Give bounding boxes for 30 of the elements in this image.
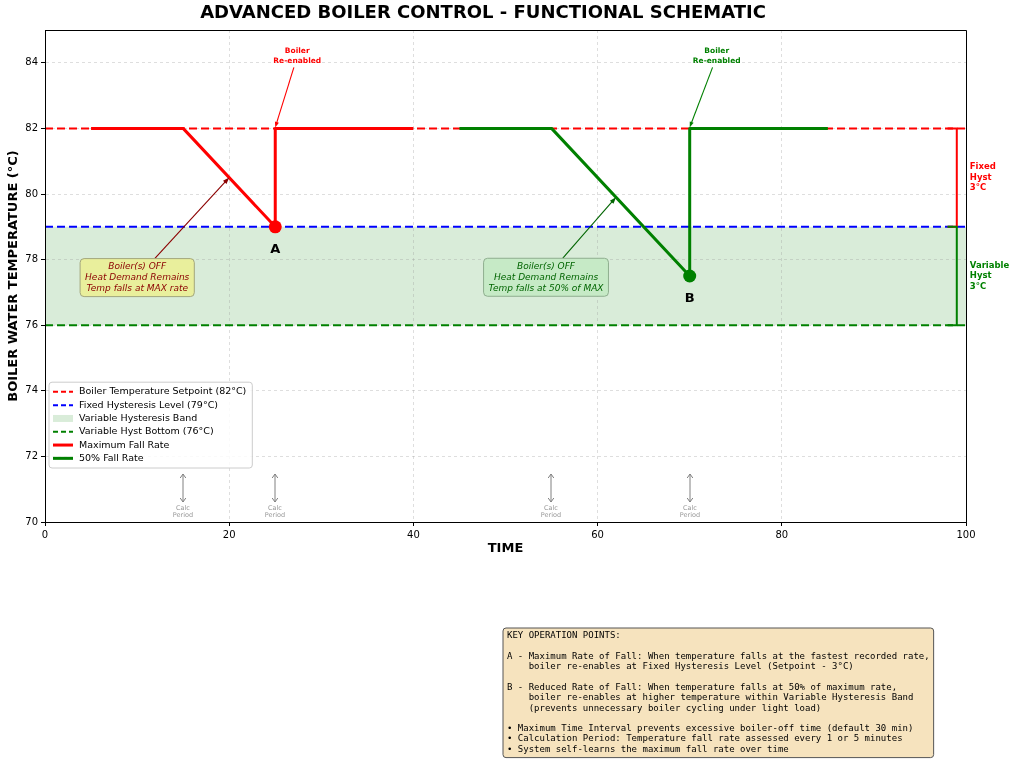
- legend-label: Variable Hyst Bottom (76°C): [79, 425, 214, 437]
- y-tick-label: 82: [25, 121, 38, 133]
- legend-label: Variable Hysteresis Band: [79, 411, 198, 423]
- legend-label: 50% Fall Rate: [79, 451, 144, 463]
- y-tick-label: 76: [25, 318, 38, 330]
- annotation: B: [684, 290, 695, 306]
- text: KEY OPERATION POINTS: A - Maximum Rate of Fall: When temperature falls at the fastest recorded rate, boiler re-enables at Fixed Hysteresis Level (Setpoint - 3°C) B - Reduced Rate of Fall: When temperature falls at 50% of maximum rate, boiler re-enables at higher temperature within Variable Hysteresis Band (prevents unnecessary boiler cycling under light load) • Maximum Time Interval prevents excessive boiler-off time (default 30 min) • Calculation Period: Temperature fall rate assessed every 1 or 5 minutes • System self-learns the maximum fall rate over time: [507, 630, 930, 754]
- x-tick-label: 0: [41, 528, 49, 540]
- y-tick-label: 84: [25, 56, 38, 68]
- y-tick-label: 70: [25, 515, 38, 527]
- annotation: Fixed Hyst 3°C: [969, 161, 996, 193]
- x-tick-label: 40: [407, 528, 420, 540]
- annotation: A: [270, 241, 281, 257]
- legend-label: Boiler Temperature Setpoint (82°C): [79, 385, 247, 397]
- x-tick-label: 100: [956, 528, 976, 540]
- y-tick-label: 78: [25, 253, 38, 265]
- x-tick-label: 60: [591, 528, 604, 540]
- chart-title: ADVANCED BOILER CONTROL - FUNCTIONAL SCHEMATIC: [200, 1, 766, 23]
- annotation: Variable Hyst 3°C: [969, 259, 1010, 291]
- y-tick-label: 80: [25, 187, 38, 199]
- y-axis-title: BOILER WATER TEMPERATURE (°C): [5, 150, 21, 402]
- legend-label: Maximum Fall Rate: [79, 438, 170, 450]
- x-tick-label: 20: [222, 528, 236, 540]
- x-axis-title: TIME: [487, 539, 524, 555]
- x-tick-label: 80: [775, 528, 789, 540]
- y-tick-label: 72: [25, 449, 38, 461]
- legend-label: Fixed Hysteresis Level (79°C): [79, 398, 219, 410]
- annotation: Boiler(s) OFF Heat Demand Remains Temp falls at MAX rate: [85, 260, 190, 293]
- y-tick-label: 74: [25, 384, 38, 396]
- annotation: Boiler(s) OFF Heat Demand Remains Temp falls at 50% of MAX: [488, 260, 605, 293]
